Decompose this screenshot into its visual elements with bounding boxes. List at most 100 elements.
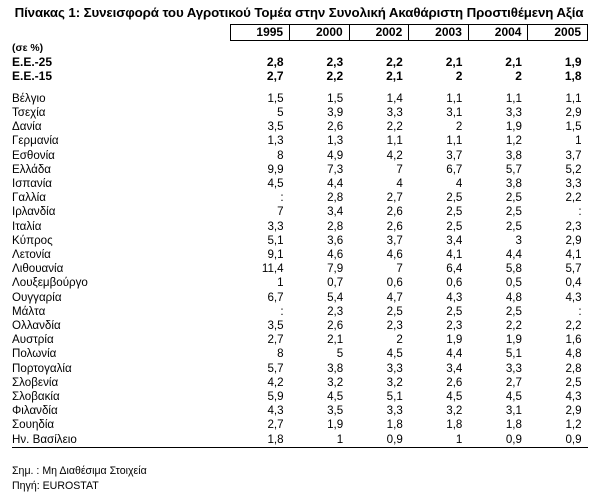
- country-name: Εσθονία: [12, 148, 55, 162]
- value-cell: 3,3: [267, 219, 284, 233]
- value-cell: 2,8: [327, 219, 344, 233]
- value-cell: 2,5: [505, 219, 522, 233]
- value-cell: 1,8: [446, 418, 463, 432]
- year-header-1995: 1995: [229, 24, 291, 41]
- value-cell: 0,6: [386, 276, 403, 290]
- value-cell: 5: [336, 347, 344, 361]
- value-cell: 1: [289, 432, 350, 448]
- value-cell: 4,6: [327, 248, 344, 262]
- value-cell: 4,3: [565, 290, 582, 304]
- table-row: Εσθονία 8 4,9 4,2 3,7 3,8 3,7: [12, 149, 588, 163]
- value-cell: 2,1: [386, 69, 403, 84]
- value-cell: 2,7: [266, 69, 284, 84]
- value-cell: 0,9: [349, 432, 409, 448]
- value-cell: 3,3: [565, 177, 582, 191]
- value-cell: 1,2: [565, 418, 582, 432]
- value-cell: 2,8: [266, 55, 284, 69]
- agriculture-gva-table: 1995 2000 2002 2003 2004 2005 (σε %) Ε.Ε.-25 2…: [12, 24, 589, 448]
- table-row: Ε.Ε.-15 2,7 2,2 2,1 2 2 1,8: [12, 69, 588, 83]
- value-cell: 1,8: [230, 432, 290, 448]
- table-row: Πολωνία 8 5 4,5 4,4 5,1 4,8: [12, 347, 588, 361]
- value-cell: 2,2: [386, 55, 403, 69]
- value-cell: 5,7: [267, 361, 284, 375]
- value-cell: 1: [575, 134, 582, 148]
- value-cell: 3,5: [267, 120, 284, 134]
- value-cell: 4: [396, 177, 403, 191]
- value-cell: 0,6: [446, 276, 463, 290]
- value-cell: 2,5: [446, 191, 463, 205]
- value-cell: 2,5: [386, 304, 403, 318]
- value-cell: 3,4: [446, 361, 463, 375]
- spacer-row: [12, 84, 588, 92]
- country-name: Μάλτα: [12, 304, 46, 318]
- country-name: Ελλάδα: [12, 162, 52, 176]
- table-row: Αυστρία 2,7 2,1 2 1,9 1,9 1,6: [12, 333, 588, 347]
- table-row: Ιταλία 3,3 2,8 2,6 2,5 2,5 2,3: [12, 220, 588, 234]
- table-row: Βέλγιο 1,5 1,5 1,4 1,1 1,1 1,1: [12, 92, 588, 106]
- table-row: Ιρλανδία 7 3,4 2,6 2,5 2,5:: [12, 205, 588, 219]
- value-cell: 1,4: [386, 91, 403, 105]
- value-cell: 1,1: [446, 91, 463, 105]
- value-cell: 3,1: [446, 106, 463, 120]
- country-name: Ην. Βασίλειο: [12, 432, 230, 448]
- country-name: Σλοβακία: [12, 390, 60, 404]
- country-name: Πολωνία: [12, 347, 57, 361]
- value-cell: 5,1: [386, 390, 403, 404]
- value-cell: 2,5: [446, 304, 463, 318]
- value-cell: 1,5: [565, 120, 582, 134]
- value-cell: 2,3: [446, 319, 463, 333]
- value-cell: 3,5: [267, 319, 284, 333]
- value-cell: 3,3: [386, 404, 403, 418]
- value-cell: 1,1: [386, 134, 403, 148]
- value-cell: 2,7: [267, 418, 284, 432]
- value-cell: 4,2: [386, 148, 403, 162]
- country-name: Πορτογαλία: [12, 361, 72, 375]
- country-name: Ισπανία: [12, 177, 52, 191]
- value-cell: 1,9: [327, 418, 344, 432]
- value-cell: 4,4: [446, 347, 463, 361]
- table-row: Γερμανία 1,3 1,3 1,1 1,1 1,2 1: [12, 134, 588, 148]
- value-cell: 1,1: [505, 91, 522, 105]
- value-cell: 2,6: [386, 219, 403, 233]
- value-cell: 4,3: [565, 390, 582, 404]
- year-header-2003: 2003: [408, 24, 469, 41]
- header-row: 1995 2000 2002 2003 2004 2005: [12, 24, 589, 41]
- table-row: Πορτογαλία 5,7 3,8 3,3 3,4 3,3 2,8: [12, 362, 588, 376]
- value-cell: 2: [455, 69, 463, 84]
- value-cell: 4,6: [386, 248, 403, 262]
- value-cell: 3,3: [386, 361, 403, 375]
- value-cell: 1,9: [505, 120, 522, 134]
- table-row: Ε.Ε.-25 2,8 2,3 2,2 2,1 2,1 1,9: [12, 55, 588, 69]
- value-cell: 4,3: [446, 290, 463, 304]
- value-cell: 1,8: [505, 418, 522, 432]
- table-row: Μάλτα: 2,3 2,5 2,5 2,5:: [12, 305, 588, 319]
- year-header-2005: 2005: [527, 24, 589, 41]
- value-cell: 0,9: [527, 432, 588, 448]
- country-name: Φιλανδία: [12, 404, 58, 418]
- value-cell: 1: [277, 276, 284, 290]
- country-name: Τσεχία: [12, 106, 46, 120]
- value-cell: 7,9: [327, 262, 344, 276]
- country-name: Κύπρος: [12, 233, 53, 247]
- value-cell: 4,8: [505, 290, 522, 304]
- value-cell: 5,9: [267, 390, 284, 404]
- value-cell: 4,5: [446, 390, 463, 404]
- value-cell: 2,3: [326, 55, 344, 69]
- value-cell: :: [280, 191, 284, 205]
- value-cell: 2,1: [445, 55, 463, 69]
- value-cell: 2,1: [505, 55, 522, 69]
- value-cell: 2,6: [327, 120, 344, 134]
- value-cell: 3,6: [327, 233, 344, 247]
- value-cell: 2,6: [386, 205, 403, 219]
- value-cell: 3,8: [327, 361, 344, 375]
- value-cell: 3,3: [386, 106, 403, 120]
- value-cell: 3,2: [446, 404, 463, 418]
- value-cell: 2,5: [505, 191, 522, 205]
- value-cell: 2,5: [505, 304, 522, 318]
- country-name: Ολλανδία: [12, 319, 61, 333]
- value-cell: 4,9: [327, 148, 344, 162]
- value-cell: 0,5: [505, 276, 522, 290]
- value-cell: 4,4: [505, 248, 522, 262]
- year-header-2002: 2002: [348, 24, 410, 41]
- header-blank: [12, 24, 230, 41]
